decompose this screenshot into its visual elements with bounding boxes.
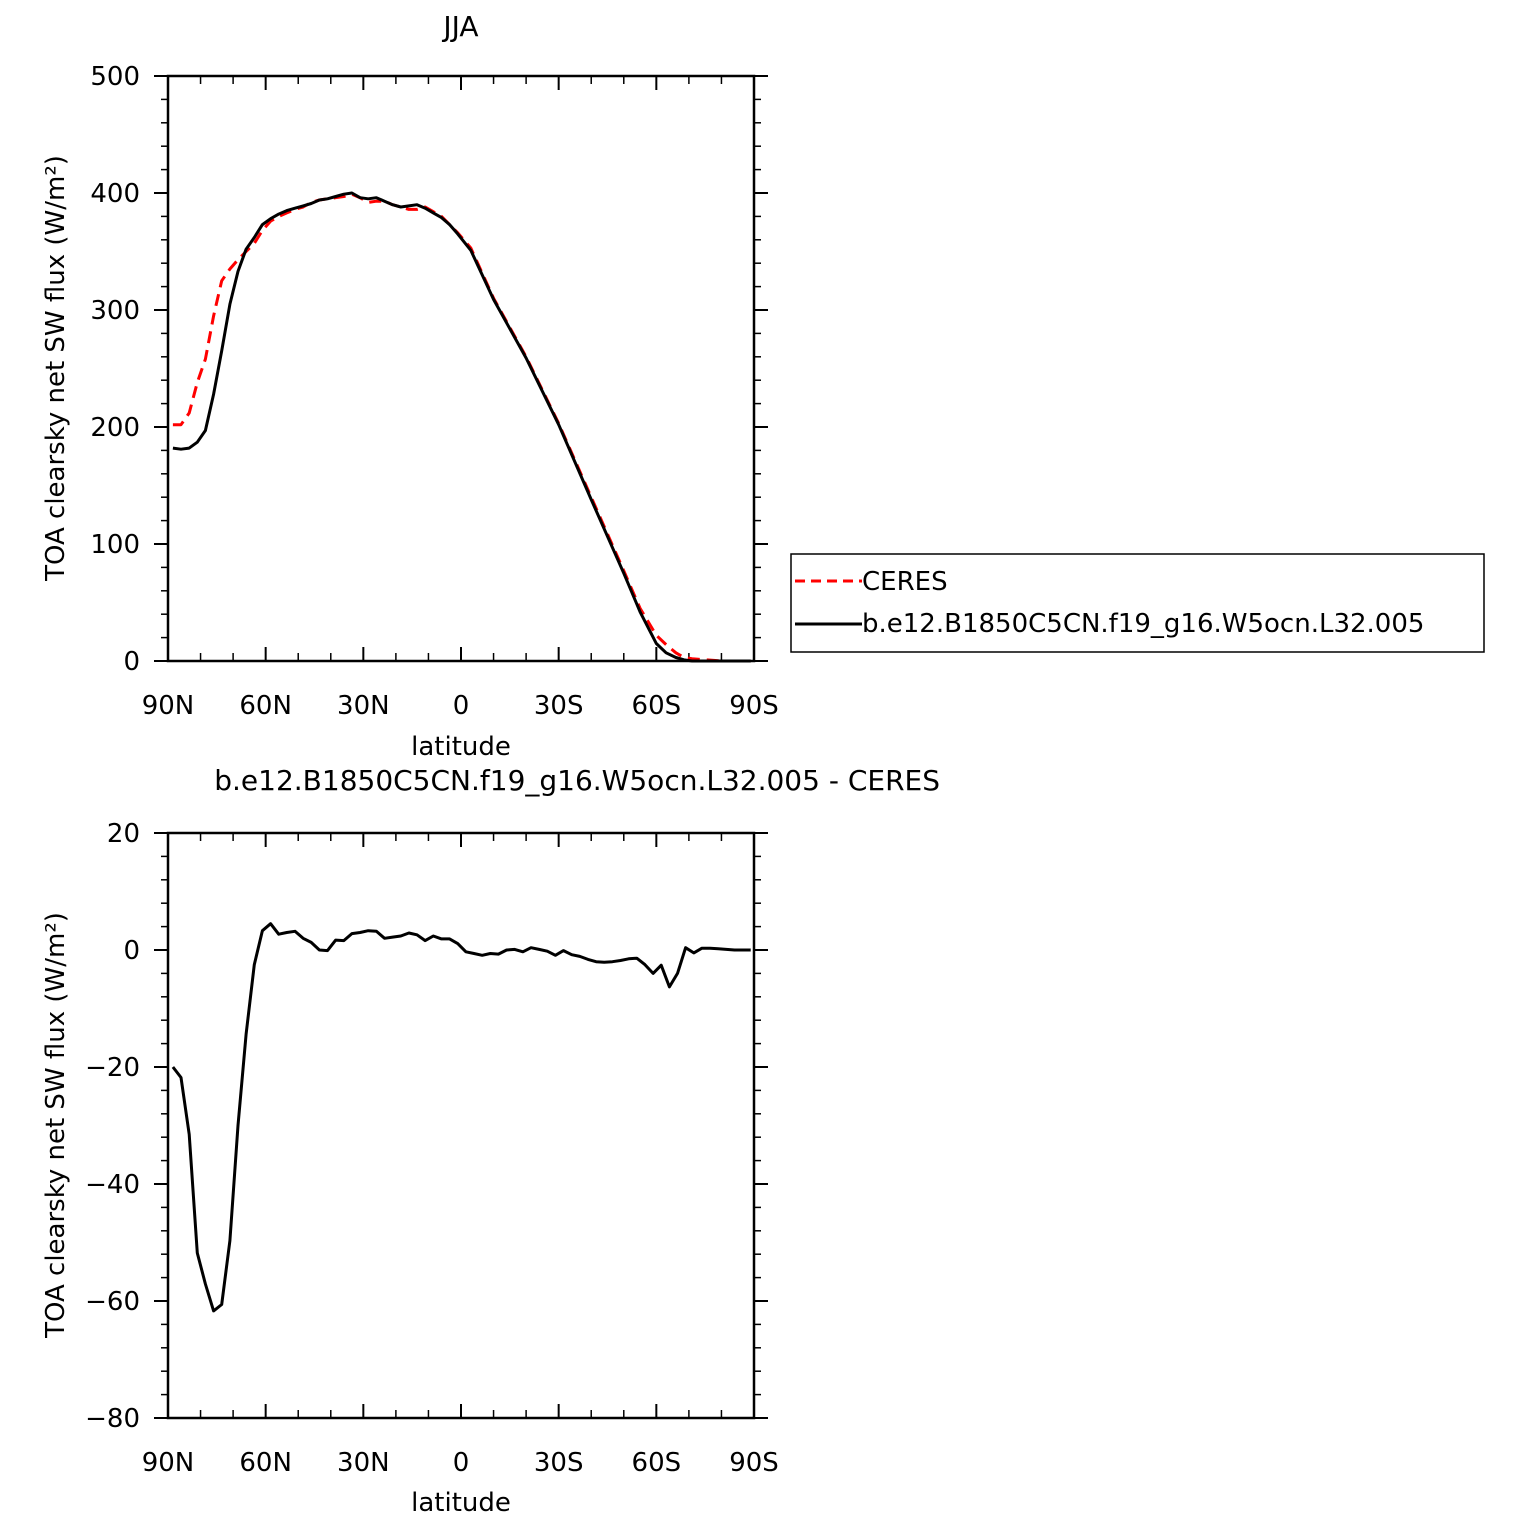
y-tick-label: 400 <box>90 179 140 209</box>
y-tick-label: 0 <box>123 647 140 677</box>
top-panel-frame <box>166 74 756 663</box>
y-tick-label: −60 <box>85 1287 140 1317</box>
bottom-panel-frame <box>166 831 756 1420</box>
legend-box <box>790 553 1485 653</box>
top-panel-ylabel: TOA clearsky net SW flux (W/m²) <box>41 155 71 582</box>
x-tick-label: 0 <box>453 1448 470 1478</box>
x-tick-label: 60S <box>632 691 682 721</box>
legend: CERES b.e12.B1850C5CN.f19_g16.W5ocn.L32.… <box>790 553 1485 653</box>
top-panel: JJA 90N 60N 30N 0 30S 60S 90S0100200300400500 … <box>41 10 779 762</box>
x-tick-label: 90S <box>729 1448 779 1478</box>
bottom-panel: b.e12.B1850C5CN.f19_g16.W5ocn.L32.005 - … <box>41 764 940 1518</box>
y-tick-label: 200 <box>90 413 140 443</box>
y-tick-label: 20 <box>107 819 140 849</box>
x-tick-label: 90N <box>142 1448 195 1478</box>
series-line-ceres <box>172 192 751 663</box>
y-tick-label: 500 <box>90 62 140 92</box>
x-tick-label: 60N <box>239 691 292 721</box>
x-tick-label: 60S <box>632 1448 682 1478</box>
x-tick-label: 30N <box>337 1448 390 1478</box>
x-tick-label: 90S <box>729 691 779 721</box>
x-tick-label: 0 <box>453 691 470 721</box>
series-line-model <box>172 191 751 663</box>
bottom-panel-xlabel: latitude <box>411 1488 511 1518</box>
legend-label-ceres: CERES <box>862 567 948 597</box>
y-tick-label: 0 <box>123 936 140 966</box>
bottom-panel-ylabel: TOA clearsky net SW flux (W/m²) <box>41 912 71 1339</box>
x-tick-label: 30S <box>534 1448 584 1478</box>
y-tick-label: 300 <box>90 296 140 326</box>
y-tick-label: −40 <box>85 1170 140 1200</box>
top-panel-xlabel: latitude <box>411 732 511 762</box>
series-line-difference <box>171 922 751 1313</box>
y-tick-label: 100 <box>90 530 140 560</box>
top-panel-series <box>172 191 751 663</box>
x-tick-label: 90N <box>142 691 195 721</box>
top-panel-title: JJA <box>441 10 478 43</box>
x-tick-label: 30S <box>534 691 584 721</box>
y-tick-label: −80 <box>85 1404 140 1434</box>
x-tick-label: 30N <box>337 691 390 721</box>
y-tick-label: −20 <box>85 1053 140 1083</box>
legend-label-model: b.e12.B1850C5CN.f19_g16.W5ocn.L32.005 <box>862 609 1424 639</box>
top-panel-ticks: 90N 60N 30N 0 30S 60S 90S 0 100 200 300 400 500 <box>90 62 778 721</box>
bottom-panel-series <box>171 922 751 1313</box>
x-tick-label: 60N <box>239 1448 292 1478</box>
bottom-panel-title: b.e12.B1850C5CN.f19_g16.W5ocn.L32.005 - … <box>214 764 940 797</box>
